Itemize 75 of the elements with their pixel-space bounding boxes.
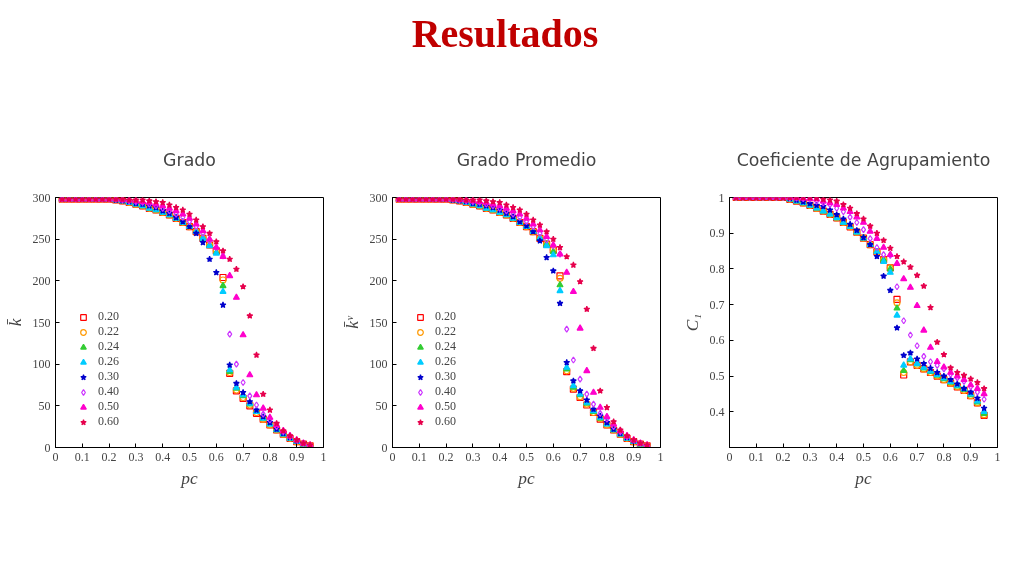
x-tick-label: 1: [320, 449, 327, 464]
x-tick-label: 0.3: [128, 449, 144, 464]
legend-label: 0.22: [98, 324, 119, 339]
x-tick-label: 0.2: [775, 449, 791, 464]
y-tick-label: 200: [369, 273, 388, 288]
chart-title: Coeficiente de Agrupamiento: [736, 150, 991, 170]
x-tick-label: 0.6: [545, 449, 561, 464]
x-tick-label: 0.5: [519, 449, 534, 464]
y-tick-label: 100: [32, 357, 51, 372]
legend-label: 0.60: [435, 414, 456, 429]
legend-label: 0.60: [98, 414, 119, 429]
x-tick-label: 0.3: [465, 449, 481, 464]
y-axis-title: k̄ᵛ: [342, 315, 362, 329]
y-tick-label: 0.7: [709, 297, 725, 312]
y-tick-label: 250: [32, 232, 51, 247]
y-tick-label: 0.4: [709, 404, 725, 419]
x-tick-label: 0.2: [101, 449, 117, 464]
y-tick-label: 0.8: [709, 261, 725, 276]
y-axis-title: C₁: [682, 313, 702, 332]
x-tick-label: 0.6: [882, 449, 898, 464]
y-tick-label: 100: [369, 357, 388, 372]
x-tick-label: 0.8: [262, 449, 278, 464]
x-axis-title: pc: [853, 468, 872, 488]
x-tick-label: 0.2: [438, 449, 454, 464]
y-tick-label: 50: [38, 398, 51, 413]
legend-label: 0.22: [435, 324, 456, 339]
x-tick-label: 0.7: [909, 449, 925, 464]
legend-label: 0.26: [435, 354, 456, 369]
x-tick-label: 1: [657, 449, 664, 464]
x-tick-label: 0.6: [208, 449, 224, 464]
y-tick-label: 1: [718, 190, 725, 205]
x-tick-label: 0.7: [235, 449, 251, 464]
x-tick-label: 0.4: [492, 449, 508, 464]
legend-label: 0.20: [98, 309, 119, 324]
x-tick-label: 0.1: [74, 449, 90, 464]
x-tick-label: 0.9: [289, 449, 305, 464]
x-tick-label: 0.4: [155, 449, 171, 464]
x-tick-label: 0.5: [856, 449, 871, 464]
chart-title: Grado Promedio: [456, 150, 597, 170]
legend-label: 0.30: [435, 369, 456, 384]
legend-label: 0.40: [98, 384, 119, 399]
y-tick-label: 150: [369, 315, 388, 330]
legend-label: 0.30: [98, 369, 119, 384]
y-tick-label: 50: [375, 398, 388, 413]
x-tick-label: 0.3: [802, 449, 818, 464]
y-tick-label: 0.6: [709, 333, 725, 348]
x-tick-label: 1: [994, 449, 1001, 464]
x-tick-label: 0.8: [936, 449, 952, 464]
legend-label: 0.24: [98, 339, 119, 354]
legend-label: 0.24: [435, 339, 456, 354]
x-tick-label: 0.9: [626, 449, 642, 464]
y-tick-label: 300: [369, 190, 388, 205]
x-tick-label: 0.7: [572, 449, 588, 464]
y-tick-label: 250: [369, 232, 388, 247]
y-tick-label: 0.5: [709, 369, 725, 384]
x-tick-label: 0.1: [748, 449, 764, 464]
legend-label: 0.50: [435, 399, 456, 414]
x-axis-title: pc: [179, 468, 198, 488]
x-tick-label: 0.4: [829, 449, 845, 464]
legend-label: 0.40: [435, 384, 456, 399]
chart-title: Grado: [163, 150, 216, 170]
x-axis-title: pc: [516, 468, 535, 488]
x-tick-label: 0.5: [182, 449, 197, 464]
y-tick-label: 300: [32, 190, 51, 205]
legend-label: 0.26: [98, 354, 119, 369]
y-tick-label: 0.9: [709, 226, 725, 241]
x-tick-label: 0.1: [411, 449, 427, 464]
x-tick-label: 0.9: [963, 449, 979, 464]
legend-label: 0.20: [435, 309, 456, 324]
y-axis-title: k̄: [5, 318, 25, 327]
y-tick-label: 150: [32, 315, 51, 330]
y-tick-label: 200: [32, 273, 51, 288]
text: Resultados: [411, 10, 599, 58]
legend-label: 0.50: [98, 399, 119, 414]
x-tick-label: 0.8: [599, 449, 615, 464]
